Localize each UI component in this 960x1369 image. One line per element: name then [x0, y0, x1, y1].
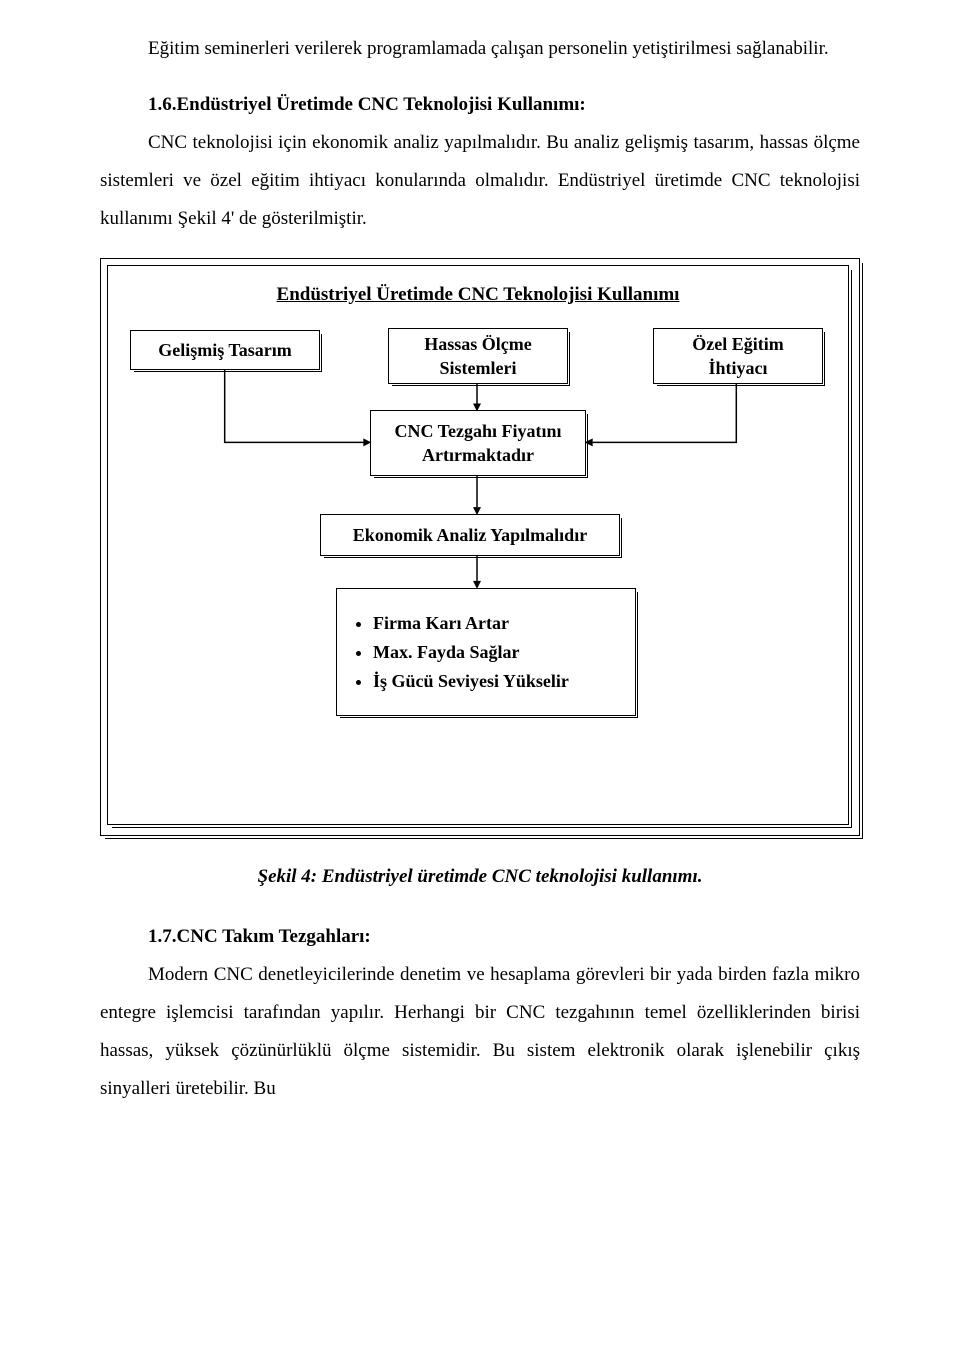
node-label: Artırmaktadır: [422, 443, 534, 467]
section-1-7: 1.7.CNC Takım Tezgahları:: [100, 918, 860, 956]
node-ozel-egitim: Özel Eğitim İhtiyacı: [653, 328, 823, 384]
node-label: Özel Eğitim: [692, 332, 783, 356]
diagram-outer-frame: Endüstriyel Üretimde CNC Teknolojisi Kul…: [100, 258, 860, 836]
heading-1-7: 1.7.CNC Takım Tezgahları:: [148, 926, 371, 947]
paragraph-1: Eğitim seminerleri verilerek programlama…: [100, 30, 860, 68]
node-sonuclar: Firma Karı Artar Max. Fayda Sağlar İş Gü…: [336, 588, 636, 716]
node-label: Sistemleri: [440, 356, 517, 380]
heading-1-6: 1.6.Endüstriyel Üretimde CNC Teknolojisi…: [148, 94, 586, 115]
figure-caption: Şekil 4: Endüstriyel üretimde CNC teknol…: [100, 866, 860, 888]
bullet-item: İş Gücü Seviyesi Yükselir: [373, 671, 621, 692]
node-label: Gelişmiş Tasarım: [158, 338, 292, 362]
paragraph-2: CNC teknolojisi için ekonomik analiz yap…: [100, 124, 860, 238]
diagram-title: Endüstriyel Üretimde CNC Teknolojisi Kul…: [277, 284, 680, 306]
bullet-item: Firma Karı Artar: [373, 613, 621, 634]
bullet-list: Firma Karı Artar Max. Fayda Sağlar İş Gü…: [345, 605, 627, 700]
bullet-item: Max. Fayda Sağlar: [373, 642, 621, 663]
diagram-inner-frame: Endüstriyel Üretimde CNC Teknolojisi Kul…: [107, 265, 849, 825]
node-label: Hassas Ölçme: [424, 332, 532, 356]
page: Eğitim seminerleri verilerek programlama…: [0, 0, 960, 1166]
paragraph-3: Modern CNC denetleyicilerinde denetim ve…: [100, 956, 860, 1108]
node-gelismis-tasarim: Gelişmiş Tasarım: [130, 330, 320, 370]
node-label: CNC Tezgahı Fiyatını: [394, 419, 561, 443]
node-label: Ekonomik Analiz Yapılmalıdır: [353, 523, 587, 547]
node-ekonomik-analiz: Ekonomik Analiz Yapılmalıdır: [320, 514, 620, 556]
node-cnc-fiyat: CNC Tezgahı Fiyatını Artırmaktadır: [370, 410, 586, 476]
node-hassas-olcme: Hassas Ölçme Sistemleri: [388, 328, 568, 384]
section-1-6: 1.6.Endüstriyel Üretimde CNC Teknolojisi…: [100, 86, 860, 124]
node-label: İhtiyacı: [708, 356, 767, 380]
